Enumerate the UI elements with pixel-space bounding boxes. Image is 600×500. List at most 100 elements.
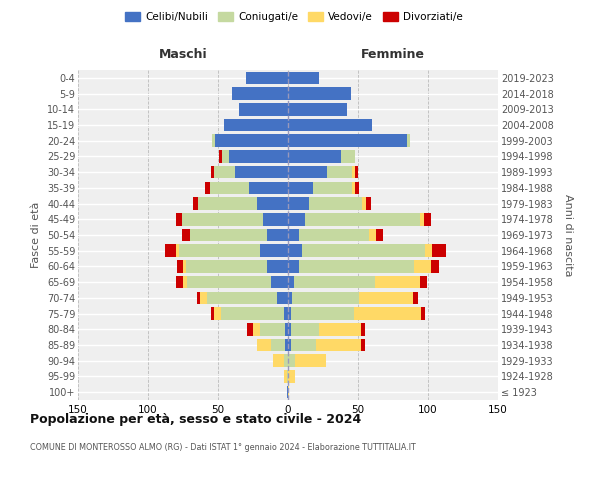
Bar <box>424 213 431 226</box>
Bar <box>272 354 284 367</box>
Bar <box>165 244 176 257</box>
Bar <box>285 338 288 351</box>
Bar <box>359 292 413 304</box>
Bar <box>186 260 267 272</box>
Bar <box>284 308 288 320</box>
Bar <box>284 370 287 382</box>
Bar <box>305 213 419 226</box>
Bar <box>288 386 289 398</box>
Bar <box>369 228 376 241</box>
Bar <box>288 118 372 132</box>
Bar <box>199 198 257 210</box>
Bar <box>176 213 182 226</box>
Bar <box>179 244 260 257</box>
Bar <box>211 308 214 320</box>
Text: Popolazione per età, sesso e stato civile - 2024: Popolazione per età, sesso e stato civil… <box>30 412 361 426</box>
Bar <box>316 338 361 351</box>
Bar <box>302 244 425 257</box>
Bar <box>352 166 355 178</box>
Bar <box>287 386 288 398</box>
Bar <box>288 292 292 304</box>
Bar <box>419 276 427 288</box>
Bar <box>299 228 369 241</box>
Bar <box>361 338 365 351</box>
Bar <box>277 292 288 304</box>
Bar <box>212 134 215 147</box>
Bar <box>361 323 365 336</box>
Y-axis label: Fasce di età: Fasce di età <box>31 202 41 268</box>
Bar <box>197 292 200 304</box>
Bar <box>341 150 355 162</box>
Bar <box>285 323 288 336</box>
Bar <box>288 72 319 84</box>
Bar <box>235 166 288 178</box>
Bar <box>354 308 421 320</box>
Bar <box>421 308 425 320</box>
Bar <box>260 244 288 257</box>
Bar <box>375 276 419 288</box>
Bar <box>309 198 362 210</box>
Bar <box>271 276 288 288</box>
Bar <box>419 213 424 226</box>
Bar <box>288 182 313 194</box>
Bar <box>288 370 295 382</box>
Bar <box>291 308 354 320</box>
Bar <box>287 370 288 382</box>
Bar <box>288 150 341 162</box>
Bar <box>214 166 235 178</box>
Bar <box>232 88 288 100</box>
Bar <box>176 244 179 257</box>
Bar <box>284 354 288 367</box>
Bar <box>221 308 284 320</box>
Bar <box>291 338 316 351</box>
Bar <box>293 276 375 288</box>
Y-axis label: Anni di nascita: Anni di nascita <box>563 194 573 276</box>
Bar <box>190 228 267 241</box>
Legend: Celibi/Nubili, Coniugati/e, Vedovi/e, Divorziati/e: Celibi/Nubili, Coniugati/e, Vedovi/e, Di… <box>121 8 467 26</box>
Bar <box>247 323 253 336</box>
Bar <box>432 244 446 257</box>
Bar <box>295 354 326 367</box>
Bar <box>288 323 291 336</box>
Bar <box>431 260 439 272</box>
Bar <box>178 260 183 272</box>
Bar <box>362 198 367 210</box>
Bar <box>288 354 295 367</box>
Bar <box>257 198 288 210</box>
Bar <box>313 182 352 194</box>
Bar <box>182 228 190 241</box>
Bar <box>414 260 431 272</box>
Bar <box>263 213 288 226</box>
Bar <box>183 276 187 288</box>
Text: COMUNE DI MONTEROSSO ALMO (RG) - Dati ISTAT 1° gennaio 2024 - Elaborazione TUTTI: COMUNE DI MONTEROSSO ALMO (RG) - Dati IS… <box>30 442 416 452</box>
Bar <box>267 260 288 272</box>
Bar <box>355 182 359 194</box>
Bar <box>288 213 305 226</box>
Bar <box>253 323 260 336</box>
Bar <box>224 118 288 132</box>
Bar <box>288 338 291 351</box>
Bar <box>207 292 277 304</box>
Bar <box>367 198 371 210</box>
Bar <box>376 228 383 241</box>
Bar <box>288 166 327 178</box>
Bar <box>292 292 359 304</box>
Bar <box>182 213 263 226</box>
Bar <box>288 228 299 241</box>
Bar <box>239 103 288 116</box>
Bar <box>288 276 293 288</box>
Bar <box>288 134 407 147</box>
Bar <box>214 308 221 320</box>
Bar <box>249 182 288 194</box>
Bar <box>288 88 351 100</box>
Bar <box>355 166 358 178</box>
Bar <box>288 260 299 272</box>
Bar <box>288 244 302 257</box>
Bar <box>327 166 352 178</box>
Bar <box>257 338 271 351</box>
Bar <box>229 150 288 162</box>
Bar <box>425 244 432 257</box>
Bar <box>176 276 183 288</box>
Bar <box>299 260 414 272</box>
Bar <box>187 276 271 288</box>
